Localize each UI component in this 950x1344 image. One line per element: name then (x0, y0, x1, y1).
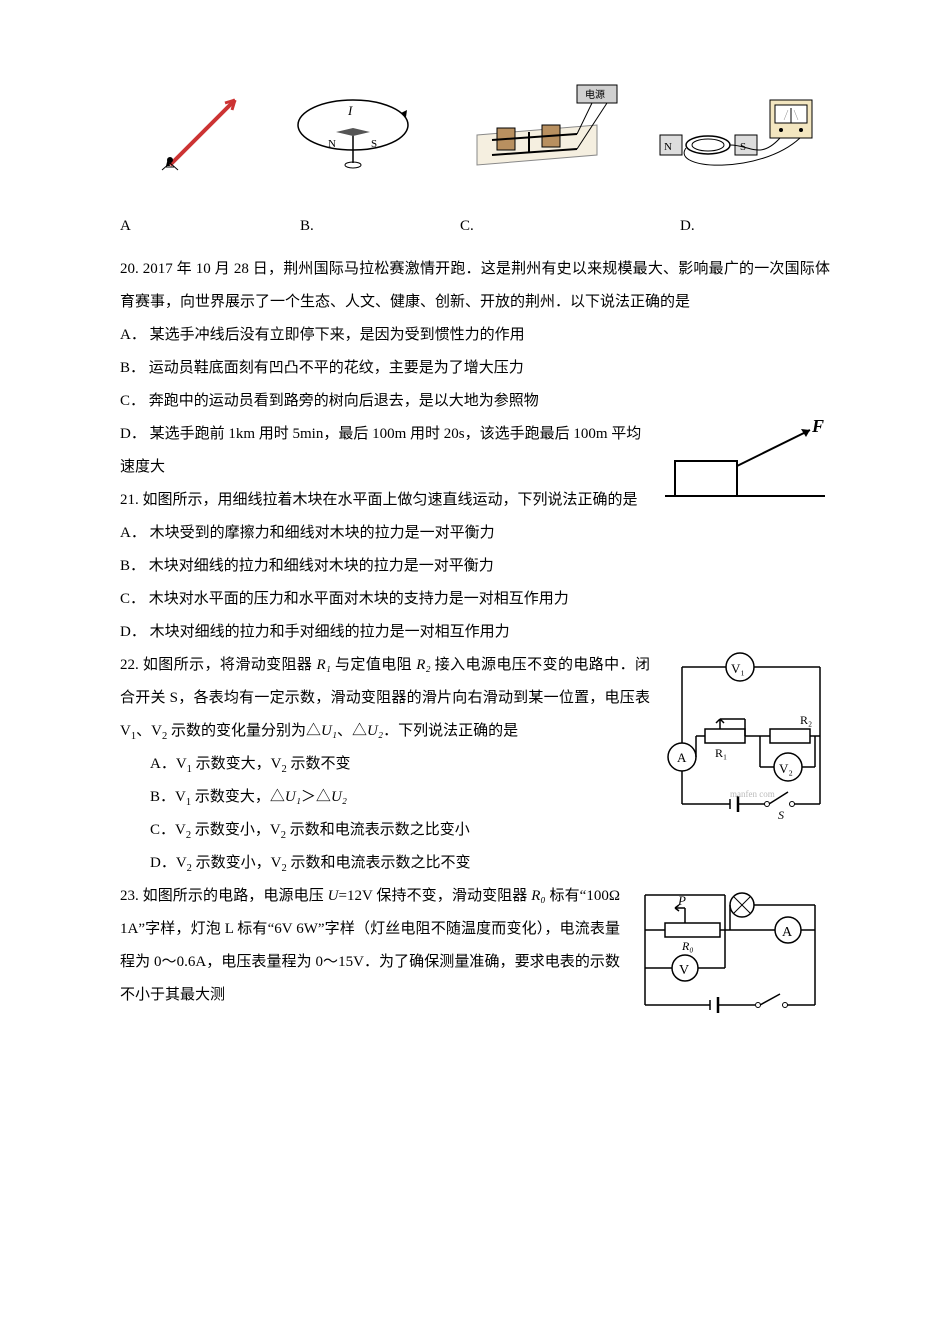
svg-text:R₂: R₂ (800, 713, 812, 727)
svg-text:manfen com: manfen com (730, 789, 775, 799)
q21-opt-B: B． 木块对细线的拉力和细线对木块的拉力是一对平衡力 (120, 550, 830, 583)
svg-text:S: S (778, 808, 784, 819)
q20-opt-A: A． 某选手冲线后没有立即停下来，是因为受到惯性力的作用 (120, 319, 830, 352)
fig-D-galvanometer: N S (640, 80, 820, 180)
fig-B-loop-compass: I N S (273, 85, 433, 175)
q22-opt-C: C．V2 示数变小，V2 示数和电流表示数之比变小 (150, 814, 830, 847)
q22-figure: V₁ A V₂ R₁ R₂ S manfe (660, 649, 830, 819)
answer-D: D. (680, 210, 695, 243)
q20-opt-C: C． 奔跑中的运动员看到路旁的树向后退去，是以大地为参照物 (120, 385, 830, 418)
svg-text:P: P (677, 893, 686, 908)
fig-C-rail-magnet: 电源 (447, 80, 627, 180)
svg-text:R₀: R₀ (681, 939, 694, 953)
q20-stem: 20. 2017 年 10 月 28 日，荆州国际马拉松赛激情开跑．这是荆州有史… (120, 253, 830, 319)
q21-opt-A: A． 木块受到的摩擦力和细线对木块的拉力是一对平衡力 (120, 517, 830, 550)
q23-figure: P R₀ A V (630, 880, 830, 1020)
svg-text:电源: 电源 (585, 88, 605, 101)
svg-text:N: N (664, 141, 672, 153)
answer-B: B. (300, 210, 460, 243)
svg-text:V₁: V₁ (731, 661, 745, 676)
answer-C: C. (460, 210, 680, 243)
svg-text:S: S (371, 138, 377, 150)
q19-figure-row: I N S 电源 N S (120, 80, 830, 180)
svg-text:V: V (679, 963, 689, 978)
svg-text:R₁: R₁ (715, 746, 727, 760)
svg-text:A: A (782, 925, 793, 940)
q21-label-F: F (811, 418, 824, 436)
q20-opt-B: B． 运动员鞋底面刻有凹凸不平的花纹，主要是为了增大压力 (120, 352, 830, 385)
answer-A: A (120, 210, 300, 243)
svg-text:A: A (677, 750, 687, 765)
svg-text:N: N (328, 138, 336, 150)
q21-opt-C: C． 木块对水平面的压力和水平面对木块的支持力是一对相互作用力 (120, 583, 830, 616)
svg-text:V₂: V₂ (779, 761, 793, 776)
q21-figure: F (660, 418, 830, 508)
fig-A-compass (130, 85, 260, 175)
svg-text:I: I (347, 103, 353, 118)
q21-opt-D: D． 木块对细线的拉力和手对细线的拉力是一对相互作用力 (120, 616, 830, 649)
q22-opt-D: D．V2 示数变小，V2 示数和电流表示数之比不变 (150, 847, 830, 880)
q19-answer-row: A B. C. D. (120, 210, 830, 243)
